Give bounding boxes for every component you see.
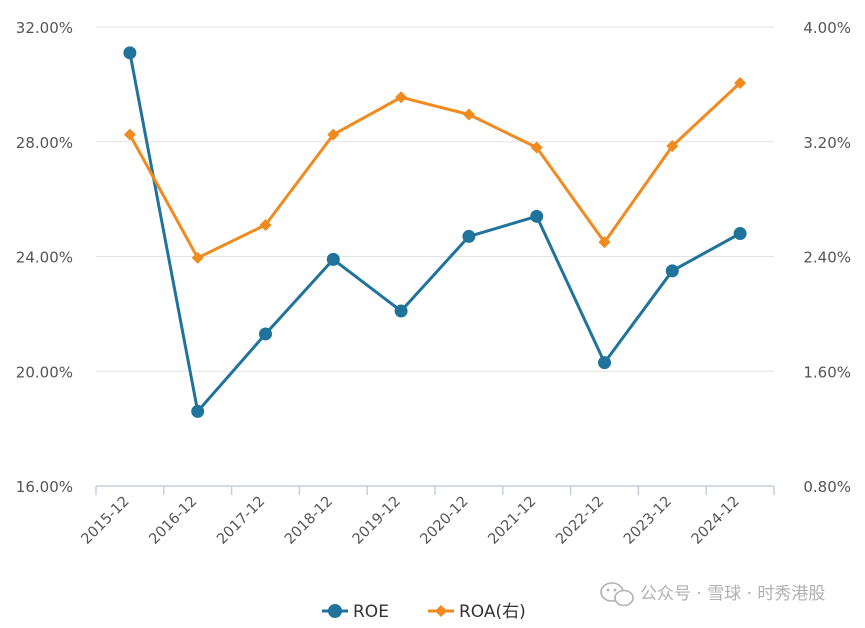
right-axis-ticks: 0.80% 1.60% 2.40% 3.20% 4.00% xyxy=(803,19,851,496)
series-lines xyxy=(128,51,742,413)
data-point xyxy=(598,356,611,370)
data-point xyxy=(259,327,272,341)
series-line xyxy=(128,51,742,413)
gridlines xyxy=(96,26,774,372)
x-tick-label: 2015-12 xyxy=(79,494,133,548)
data-point xyxy=(598,236,611,249)
watermark: 公众号 · 雪球 · 时秀港股 xyxy=(600,582,825,607)
x-tick-label: 2019-12 xyxy=(350,494,404,548)
data-point xyxy=(394,304,408,318)
right-tick-label: 4.00% xyxy=(803,19,851,37)
left-tick-label: 28.00% xyxy=(16,134,73,152)
data-point xyxy=(530,141,543,154)
series-line xyxy=(128,81,742,260)
left-tick-label: 24.00% xyxy=(16,249,73,267)
left-tick-label: 20.00% xyxy=(16,363,73,381)
legend-swatch-marker xyxy=(435,605,447,617)
data-point xyxy=(123,128,136,141)
data-point xyxy=(395,91,408,104)
legend-label: ROE xyxy=(353,602,389,622)
data-point xyxy=(191,404,205,418)
right-tick-label: 2.40% xyxy=(803,249,851,267)
right-tick-label: 1.60% xyxy=(803,363,851,381)
right-tick-label: 3.20% xyxy=(803,134,851,152)
data-point xyxy=(530,209,544,223)
x-tick-label: 2017-12 xyxy=(214,494,268,548)
data-point xyxy=(733,227,747,241)
data-point xyxy=(326,252,340,266)
x-tick-label: 2016-12 xyxy=(146,494,200,548)
watermark-text: 公众号 · 雪球 · 时秀港股 xyxy=(640,584,825,604)
right-tick-label: 0.80% xyxy=(803,478,851,496)
data-point xyxy=(327,128,340,141)
x-tick-label: 2018-12 xyxy=(282,494,336,548)
left-tick-label: 16.00% xyxy=(16,478,73,496)
data-point xyxy=(462,229,476,243)
data-point xyxy=(665,264,679,278)
axes xyxy=(95,485,775,495)
x-tick-label: 2023-12 xyxy=(621,494,675,548)
x-tick-label: 2024-12 xyxy=(689,494,743,548)
x-tick-label: 2020-12 xyxy=(418,494,472,548)
legend-label: ROA(右) xyxy=(459,602,526,622)
data-point xyxy=(462,108,475,121)
legend: ROE ROA(右) xyxy=(322,602,526,622)
data-point xyxy=(259,218,272,231)
series-markers xyxy=(123,46,747,418)
left-tick-label: 32.00% xyxy=(16,19,73,37)
wechat-icon xyxy=(600,582,634,607)
data-point xyxy=(191,251,204,264)
data-point xyxy=(666,140,679,153)
legend-swatch-marker xyxy=(328,604,342,618)
x-tick-label: 2021-12 xyxy=(485,494,539,548)
data-point xyxy=(123,46,137,60)
x-axis-ticks: 2015-12 2016-12 2017-12 2018-12 2019-12 2020-… xyxy=(79,494,743,548)
left-axis-ticks: 16.00% 20.00% 24.00% 28.00% 32.00% xyxy=(16,19,73,496)
data-point xyxy=(734,76,747,89)
x-tick-label: 2022-12 xyxy=(553,494,607,548)
